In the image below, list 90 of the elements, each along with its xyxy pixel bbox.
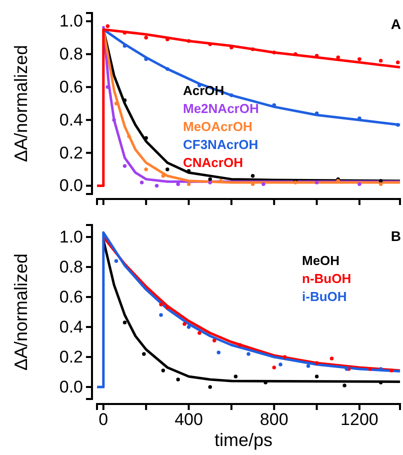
x-tick-label: 1200 xyxy=(340,410,378,430)
point xyxy=(330,356,334,360)
point xyxy=(106,24,110,28)
text: n-BuOH xyxy=(302,271,352,286)
point xyxy=(114,259,118,263)
text: AcrOH xyxy=(183,83,224,98)
point xyxy=(144,36,148,40)
point xyxy=(208,385,212,389)
point xyxy=(159,313,163,317)
point xyxy=(198,331,202,335)
y-tick-label: 0.2 xyxy=(59,347,83,366)
point xyxy=(368,367,372,371)
point xyxy=(358,182,362,186)
point xyxy=(306,364,310,368)
point xyxy=(144,167,148,172)
point xyxy=(166,67,170,71)
x-axis-title: time/ps xyxy=(214,430,273,450)
point xyxy=(182,322,186,326)
point xyxy=(342,384,346,388)
point xyxy=(186,325,191,329)
point xyxy=(161,368,166,372)
y-tick-label: 0.6 xyxy=(59,77,83,96)
point xyxy=(142,352,146,356)
x-tick-label: 400 xyxy=(174,410,203,430)
point xyxy=(238,343,242,347)
point xyxy=(282,355,287,359)
point xyxy=(378,178,383,183)
y-tick-label: 0.0 xyxy=(59,176,83,196)
point xyxy=(166,306,170,310)
point xyxy=(390,368,394,372)
point xyxy=(336,56,340,60)
point xyxy=(272,50,276,54)
point xyxy=(262,182,266,186)
point xyxy=(234,374,238,378)
point xyxy=(278,362,282,366)
point xyxy=(159,302,163,306)
annotation: A xyxy=(390,16,401,32)
point xyxy=(208,180,212,184)
point xyxy=(161,174,166,178)
point xyxy=(396,123,400,127)
text: CNAcrOH xyxy=(183,155,243,170)
point xyxy=(378,182,383,186)
point xyxy=(186,182,191,186)
text: MeOAcrOH xyxy=(183,119,252,134)
y-tick-label: 1.0 xyxy=(59,12,83,31)
point xyxy=(314,180,319,184)
point xyxy=(314,361,319,365)
point xyxy=(314,374,319,378)
point xyxy=(166,167,170,172)
point xyxy=(122,44,127,48)
x-tick-label: 800 xyxy=(260,410,288,430)
point xyxy=(186,39,191,43)
y-tick-label: 0.0 xyxy=(59,377,83,396)
y-axis-title: ΔA/normalized xyxy=(11,253,31,371)
y-tick-label: 0.8 xyxy=(59,257,83,276)
point xyxy=(212,338,216,342)
y-axis-title: ΔA/normalized xyxy=(11,44,31,162)
point xyxy=(208,42,212,46)
text: MeOH xyxy=(302,253,340,268)
point xyxy=(140,180,144,184)
y-tick-label: 1.0 xyxy=(59,227,83,246)
point xyxy=(250,174,255,178)
point xyxy=(144,136,148,140)
point xyxy=(112,118,116,122)
point xyxy=(122,30,127,35)
point xyxy=(122,320,127,324)
y-tick-label: 0.4 xyxy=(59,317,83,336)
x-tick-label: 0 xyxy=(98,410,108,430)
point xyxy=(176,182,180,186)
point xyxy=(358,57,362,61)
point xyxy=(176,378,180,382)
y-tick-label: 0.2 xyxy=(59,143,83,162)
point xyxy=(246,352,250,356)
point xyxy=(122,164,127,168)
point xyxy=(272,366,276,370)
point xyxy=(396,60,400,64)
point xyxy=(230,93,234,98)
text: Me2NAcrOH xyxy=(183,101,259,116)
point xyxy=(250,47,255,52)
y-tick-label: 0.8 xyxy=(59,44,83,64)
point xyxy=(154,184,159,188)
text: i-BuOH xyxy=(302,289,347,304)
y-tick-label: 0.6 xyxy=(59,287,83,306)
annotation: B xyxy=(390,228,401,244)
point xyxy=(208,177,212,182)
point xyxy=(216,350,220,354)
point xyxy=(378,58,383,63)
text: CF3NAcrOH xyxy=(183,137,258,152)
y-tick-label: 0.4 xyxy=(59,110,83,130)
point xyxy=(127,134,131,138)
